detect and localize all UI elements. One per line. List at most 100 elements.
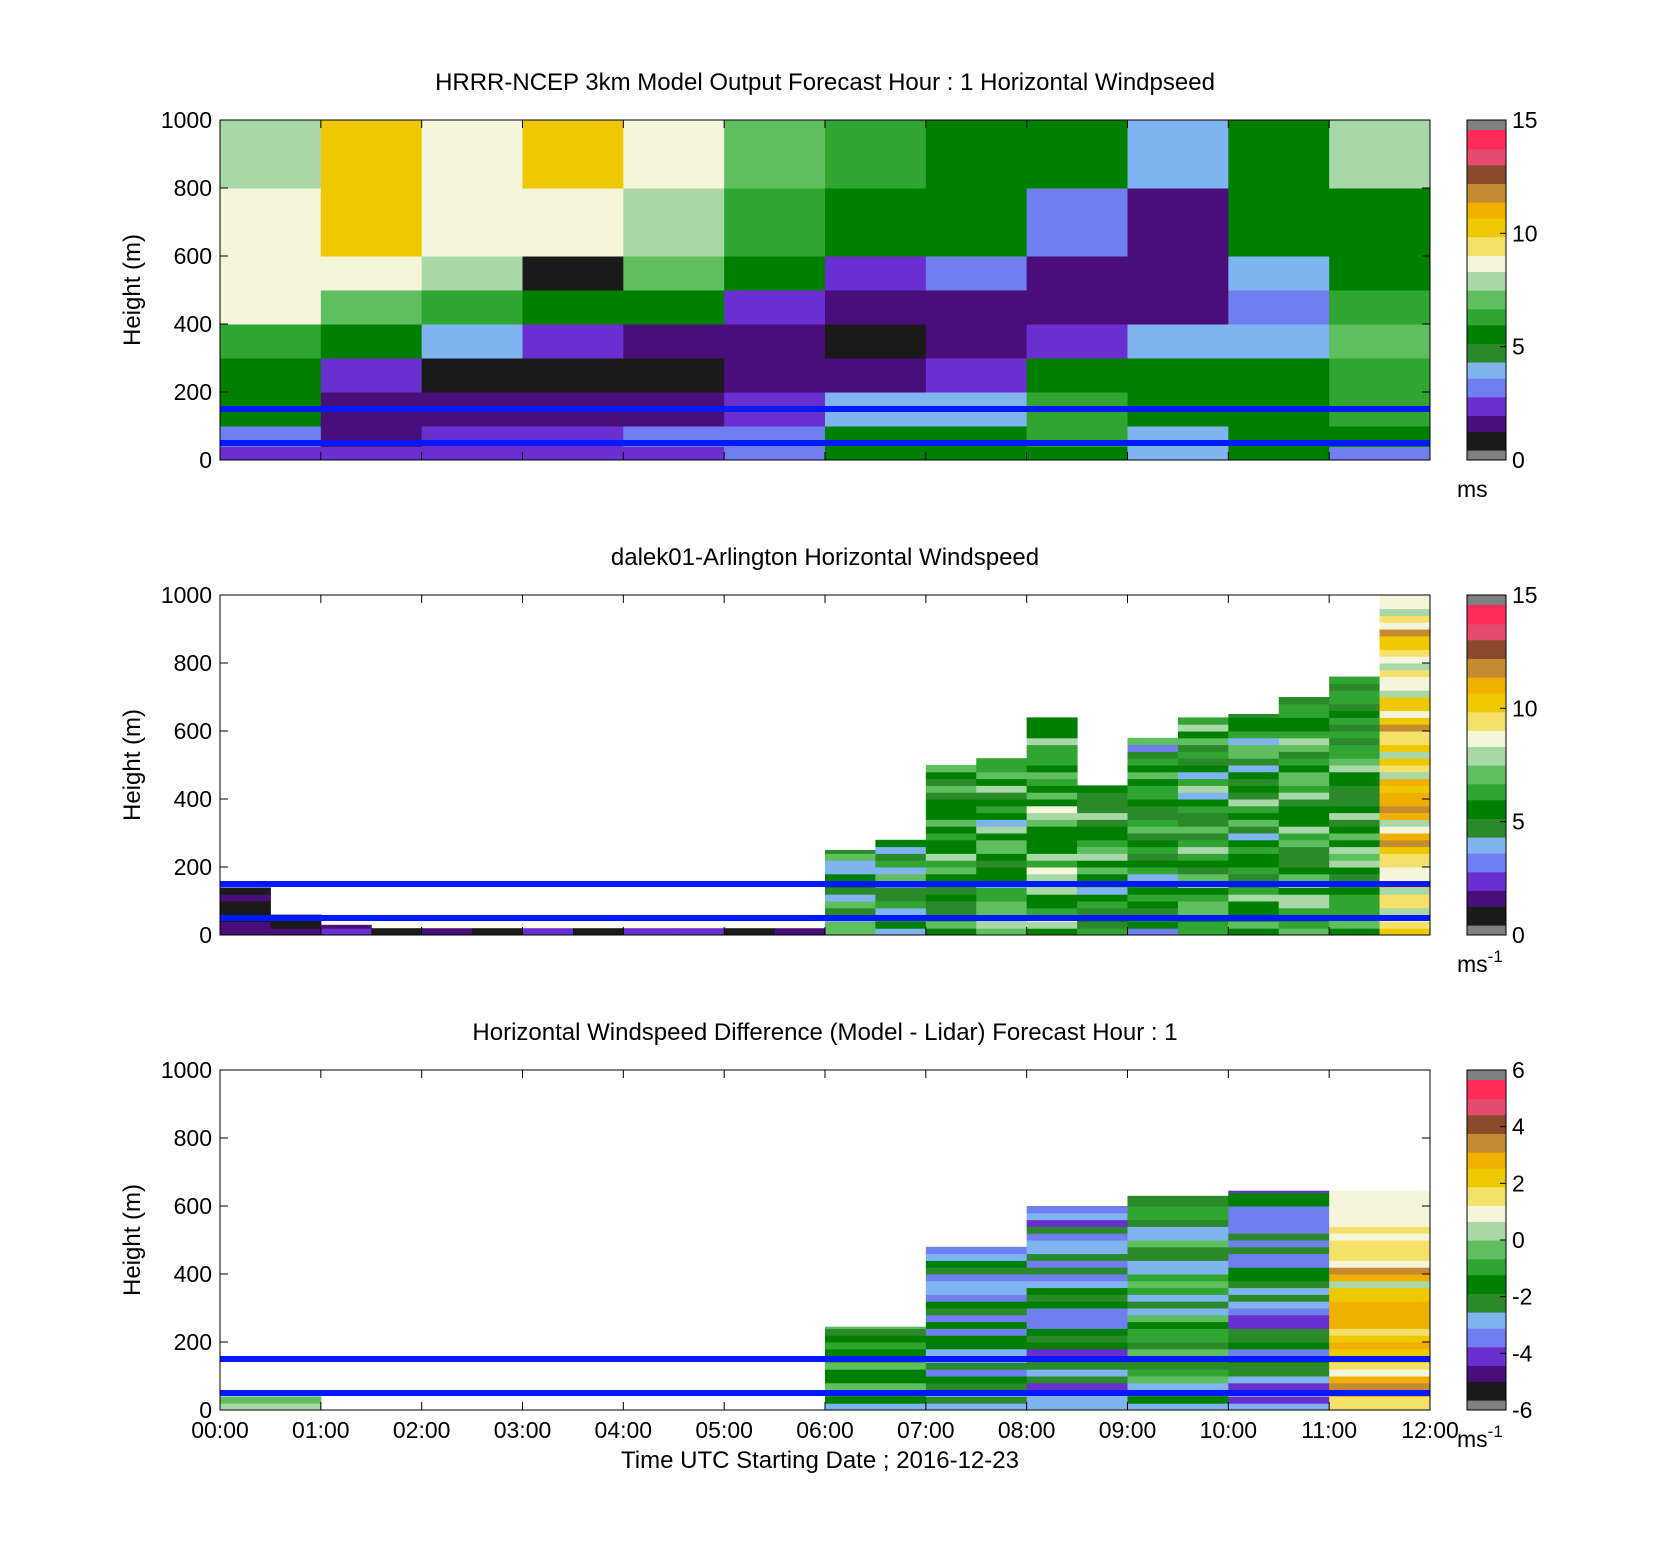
lidar-cell [1278,697,1330,705]
colorbar-swatch [1467,263,1506,267]
colorbar-swatch [1467,1301,1506,1305]
colorbar-swatch [1467,348,1506,352]
difference-cell [220,1396,322,1404]
lidar-cell [1026,744,1078,752]
colorbar-swatch [1467,1085,1506,1089]
lidar-cell [1379,601,1431,610]
lidar-cell [1026,907,1078,916]
lidar-cell [976,758,1028,766]
lidar-cell [1379,826,1431,834]
lidar-cell [825,894,876,902]
colorbar-swatch [1467,362,1506,366]
difference-cell [1026,1308,1128,1316]
colorbar-swatch [1467,162,1506,166]
colorbar-swatch [1467,180,1506,184]
lidar-cell [1177,771,1229,780]
lidar-cell [825,867,876,875]
colorbar-swatch [1467,666,1506,670]
colorbar-swatch [1467,1186,1506,1190]
colorbar-swatch [1467,1114,1506,1118]
difference-cell [1329,1335,1431,1343]
difference-cell [1127,1199,1229,1207]
colorbar-swatch [1467,1365,1506,1369]
lidar-cell [925,928,977,936]
colorbar-tick-label: 4 [1512,1114,1525,1140]
lidar-cell [925,894,977,902]
colorbar-swatch [1467,191,1506,195]
lidar-cell [1329,751,1381,759]
colorbar-swatch [1467,909,1506,913]
lidar-cell [1177,894,1229,902]
lidar-cell [1278,928,1330,936]
heatmap-cell [1127,256,1229,291]
colorbar-swatch [1467,439,1506,443]
difference-cell [1228,1219,1330,1227]
lidar-cell [976,839,1028,848]
difference-cell [1127,1342,1229,1350]
difference-cell [1329,1206,1431,1214]
colorbar-swatch [1467,1354,1506,1358]
x-tick-label: 04:00 [595,1417,653,1443]
lidar-cell [1278,737,1330,746]
lidar-cell [1177,731,1229,739]
colorbar-swatch [1467,1128,1506,1132]
colorbar-swatch [1467,1272,1506,1276]
lidar-cell [1228,714,1280,718]
colorbar-swatch [1467,156,1506,160]
colorbar-swatch [1467,687,1506,691]
x-tick-label: 08:00 [998,1417,1056,1443]
difference-cell [1329,1260,1431,1268]
colorbar-swatch [1467,725,1506,729]
heatmap-cell [1329,324,1431,359]
difference-cell [1228,1335,1330,1343]
y-tick-label: 1000 [161,1057,212,1083]
lidar-cell [1329,833,1381,841]
heatmap-cell [925,446,1028,461]
colorbar-swatch [1467,1245,1506,1249]
panel-title: Horizontal Windspeed Difference (Model -… [472,1019,1177,1046]
lidar-cell [1026,717,1078,725]
difference-cell [1127,1314,1229,1323]
lidar-cell [925,846,977,854]
lidar-cell [1026,826,1078,834]
colorbar-swatch [1467,402,1506,406]
lidar-cell [1228,792,1280,800]
x-tick-label: 11:00 [1301,1417,1357,1443]
difference-cell [925,1382,1028,1391]
lidar-cell [1379,799,1431,807]
heatmap-cell [1026,290,1128,325]
difference-cell [1329,1253,1431,1261]
colorbar-swatch [1467,391,1506,395]
lidar-cell [976,833,1028,841]
lidar-cell [1329,819,1381,827]
lidar-cell [925,901,977,909]
colorbar-swatch [1467,1285,1506,1289]
colorbar-swatch [1467,1165,1506,1169]
lidar-cell [976,771,1028,780]
lidar-cell [1329,928,1381,936]
lidar-cell [270,921,322,929]
colorbar-tick-label: 15 [1512,107,1538,133]
colorbar-frame [1466,594,1507,936]
colorbar-swatch [1467,679,1506,683]
lidar-cell [925,812,977,820]
heatmap-cell [220,446,322,461]
lidar-cell [976,928,1028,936]
colorbar-swatch [1467,1306,1506,1310]
colorbar-swatch [1467,842,1506,846]
colorbar-swatch [1467,364,1506,368]
lidar-cell [925,778,977,786]
colorbar-swatch [1467,1221,1506,1225]
difference-cell [1026,1287,1128,1295]
lidar-cell [1077,867,1128,875]
heatmap-cell [825,446,927,461]
colorbar-swatch [1467,661,1506,665]
colorbar-swatch [1467,839,1506,843]
difference-cell [1228,1190,1330,1193]
lidar-cell [774,928,826,936]
y-tick-label: 800 [174,650,212,676]
colorbar-swatch [1467,1144,1506,1148]
heatmap-cell [724,256,826,291]
colorbar-swatch [1467,236,1506,240]
heatmap-cell [220,120,322,189]
